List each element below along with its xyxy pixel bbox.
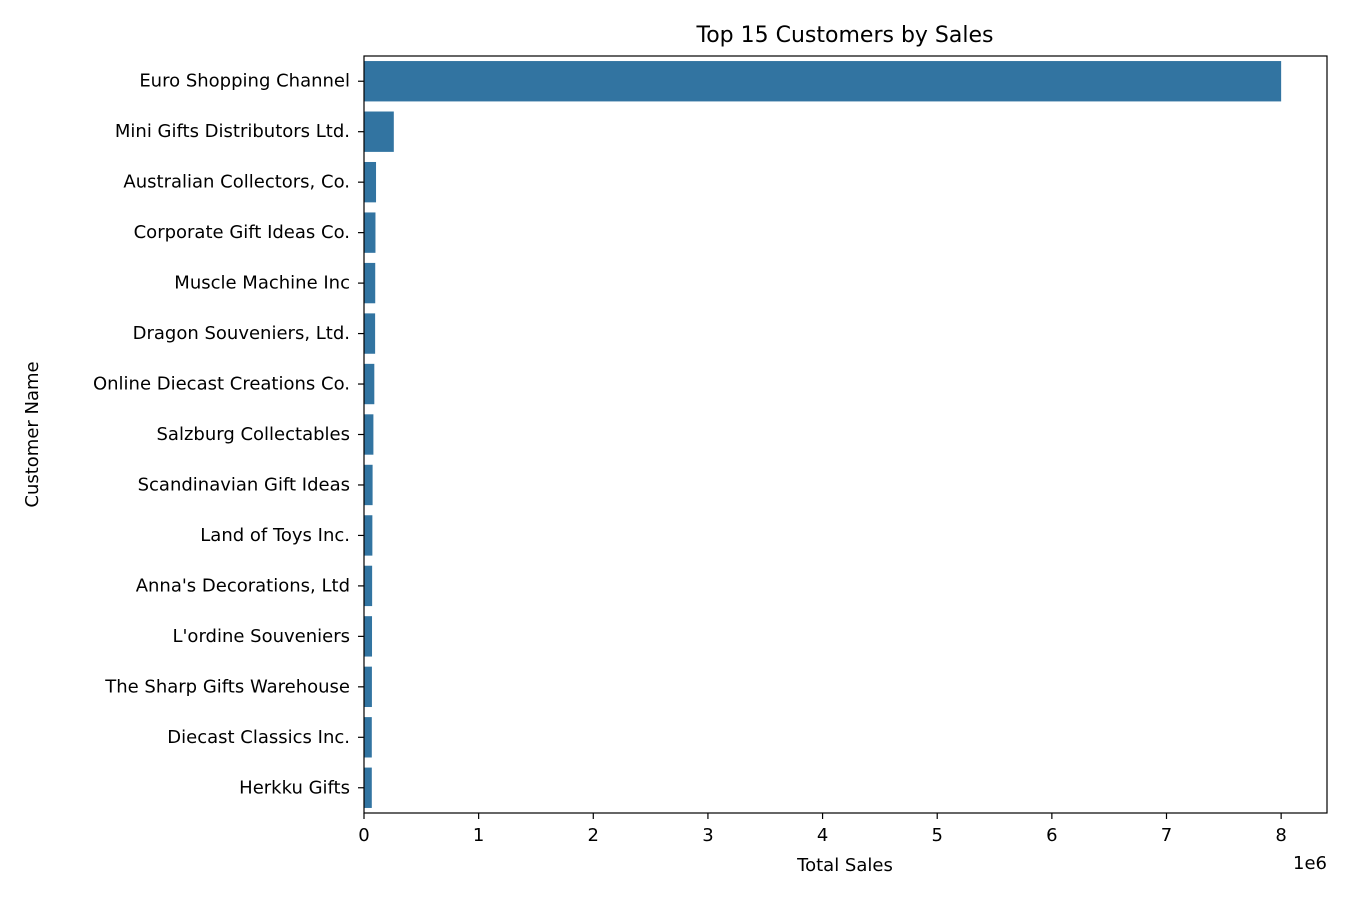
x-tick-label: 1	[473, 825, 484, 846]
y-axis-ticks: Euro Shopping Channel Mini Gifts Distribu…	[93, 71, 364, 798]
bar-euro-shopping-channel	[364, 61, 1282, 102]
bar-l-ordine-souveniers	[364, 616, 373, 657]
x-tick-label: 5	[931, 825, 942, 846]
x-axis-offset-label: 1e6	[1293, 853, 1327, 874]
bar-anna-s-decorations-ltd	[364, 565, 373, 607]
y-tick-label: L'ordine Souveniers	[172, 626, 350, 647]
y-tick-label: Scandinavian Gift Ideas	[138, 474, 350, 495]
x-axis-ticks: 0 1 2 3 4 5 6 7 8	[358, 813, 1287, 846]
bar-australian-collectors-co	[364, 161, 377, 203]
bar-dragon-souveniers-ltd	[364, 313, 376, 354]
chart-title: Top 15 Customers by Sales	[696, 23, 994, 48]
y-tick-label: Muscle Machine Inc	[174, 273, 350, 294]
y-tick-label: Anna's Decorations, Ltd	[136, 575, 350, 596]
x-tick-label: 7	[1161, 825, 1172, 846]
y-tick-label: Australian Collectors, Co.	[123, 172, 350, 193]
x-axis-label: Total Sales	[796, 855, 893, 876]
x-tick-label: 4	[817, 825, 828, 846]
x-tick-label: 3	[702, 825, 713, 846]
bar-salzburg-collectables	[364, 414, 374, 455]
y-tick-label: Corporate Gift Ideas Co.	[134, 222, 350, 243]
bar-diecast-classics-inc	[364, 717, 372, 758]
plot-area-frame	[363, 55, 1328, 814]
x-tick-label: 8	[1275, 825, 1286, 846]
y-tick-label: Mini Gifts Distributors Ltd.	[115, 121, 350, 142]
y-tick-label: Herkku Gifts	[239, 777, 350, 798]
x-tick-label: 6	[1046, 825, 1057, 846]
bar-mini-gifts-distributors-ltd	[364, 111, 394, 152]
bar-muscle-machine-inc	[364, 262, 376, 304]
y-axis-label: Customer Name	[22, 361, 43, 507]
y-tick-label: Dragon Souveniers, Ltd.	[133, 323, 350, 344]
y-tick-label: Euro Shopping Channel	[139, 71, 350, 92]
bar-the-sharp-gifts-warehouse	[364, 666, 372, 708]
x-tick-label: 0	[358, 825, 369, 846]
y-tick-label: The Sharp Gifts Warehouse	[104, 676, 350, 697]
x-tick-label: 2	[588, 825, 599, 846]
y-tick-label: Diecast Classics Inc.	[167, 727, 350, 748]
bar-scandinavian-gift-ideas	[364, 464, 373, 506]
bar-herkku-gifts	[364, 767, 372, 808]
bar-online-diecast-creations-co	[364, 363, 375, 405]
bars	[364, 61, 1282, 808]
bar-land-of-toys-inc	[364, 515, 373, 556]
y-tick-label: Land of Toys Inc.	[200, 525, 350, 546]
y-tick-label: Salzburg Collectables	[157, 424, 351, 445]
y-tick-label: Online Diecast Creations Co.	[93, 374, 350, 395]
bar-corporate-gift-ideas-co	[364, 212, 376, 253]
